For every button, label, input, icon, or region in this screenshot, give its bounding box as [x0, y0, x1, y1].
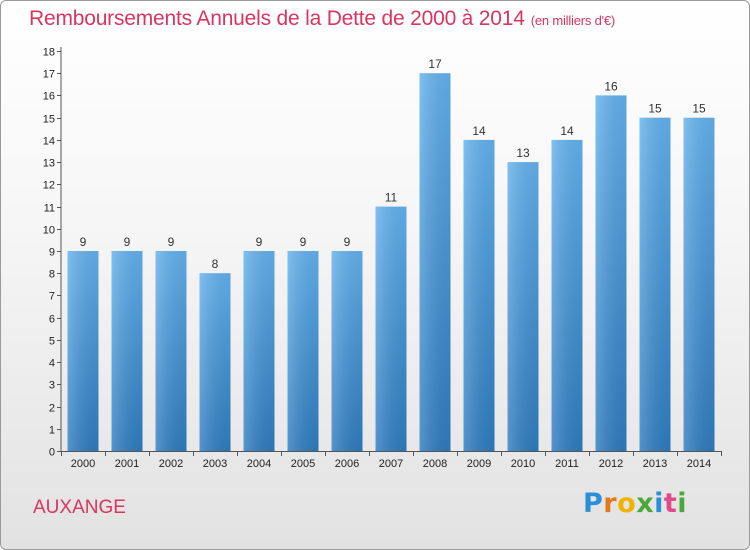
y-tick-label: 9: [49, 247, 55, 259]
value-label-2012: 16: [604, 79, 618, 93]
value-label-2006: 9: [344, 235, 351, 249]
value-label-2005: 9: [300, 235, 307, 249]
x-tick-label-2000: 2000: [71, 458, 95, 470]
logo-letter: r: [603, 488, 618, 519]
bar-shade-2002: [155, 251, 187, 451]
value-label-2001: 9: [124, 235, 131, 249]
x-tick-label-2007: 2007: [379, 458, 403, 470]
value-label-2007: 11: [385, 191, 398, 205]
x-tick-label-2009: 2009: [467, 458, 491, 470]
bar-shade-2011: [551, 139, 583, 451]
logo-letter: x: [636, 488, 655, 519]
proxiti-logo[interactable]: Proxiti: [583, 488, 687, 519]
x-tick-label-2012: 2012: [599, 458, 623, 470]
x-tick-label-2005: 2005: [291, 458, 315, 470]
bar-shade-2003: [199, 273, 231, 451]
bar-shade-2014: [683, 117, 715, 451]
x-tick-label-2004: 2004: [247, 458, 271, 470]
x-tick-label-2010: 2010: [511, 458, 535, 470]
y-tick-label: 17: [43, 69, 55, 81]
x-tick-label-2003: 2003: [203, 458, 227, 470]
bar-shade-2005: [287, 251, 319, 451]
y-tick-label: 13: [43, 158, 55, 170]
place-name: AUXANGE: [33, 497, 126, 518]
y-tick-label: 14: [43, 136, 55, 148]
y-tick-label: 3: [49, 380, 55, 392]
y-tick-label: 15: [43, 114, 55, 126]
bar-shade-2001: [111, 251, 143, 451]
y-tick-label: 12: [43, 180, 55, 192]
bar-shade-2012: [595, 95, 627, 452]
value-label-2010: 13: [516, 146, 530, 160]
y-tick-label: 7: [49, 291, 55, 303]
logo-letter: i: [677, 488, 688, 519]
y-tick-label: 1: [49, 425, 55, 437]
y-tick-label: 0: [49, 447, 55, 459]
value-label-2004: 9: [256, 235, 263, 249]
x-tick-label-2001: 2001: [115, 458, 139, 470]
y-tick-label: 11: [44, 203, 55, 215]
x-tick-label-2013: 2013: [643, 458, 667, 470]
value-label-2014: 15: [692, 102, 706, 116]
y-tick-label: 16: [43, 91, 55, 103]
logo-letter: P: [583, 488, 604, 519]
chart-title: Remboursements Annuels de la Dette de 20…: [29, 7, 616, 30]
y-tick-label: 8: [49, 269, 55, 281]
value-label-2009: 14: [472, 124, 486, 138]
y-tick-label: 18: [43, 47, 55, 59]
bar-shade-2010: [507, 162, 539, 451]
value-label-2008: 17: [428, 57, 442, 71]
value-label-2011: 14: [560, 124, 574, 138]
x-tick-label-2011: 2011: [555, 458, 579, 470]
logo-letter: t: [663, 488, 678, 519]
x-tick-label-2008: 2008: [423, 458, 447, 470]
bar-shade-2004: [243, 251, 275, 451]
logo-letter: i: [654, 488, 664, 519]
unit-note: (en milliers d'€): [530, 13, 616, 28]
bar-shade-2013: [639, 117, 671, 451]
x-tick-label-2002: 2002: [159, 458, 183, 470]
bar-shade-2008: [419, 73, 451, 451]
x-tick-label-2006: 2006: [335, 458, 359, 470]
bar-shade-2006: [331, 251, 363, 451]
y-tick-label: 4: [49, 358, 55, 370]
bar-shade-2009: [463, 139, 495, 451]
value-label-2003: 8: [212, 257, 219, 271]
logo-letter: o: [617, 488, 637, 519]
bar-shade-2007: [375, 206, 407, 451]
y-tick-label: 2: [49, 403, 55, 415]
x-tick-label-2014: 2014: [687, 458, 711, 470]
value-label-2002: 9: [168, 235, 175, 249]
y-tick-label: 5: [49, 336, 55, 348]
value-label-2013: 15: [648, 102, 662, 116]
y-tick-label: 6: [49, 314, 55, 326]
value-label-2000: 9: [80, 235, 87, 249]
bar-shade-2000: [67, 251, 99, 451]
y-tick-label: 10: [43, 225, 55, 237]
